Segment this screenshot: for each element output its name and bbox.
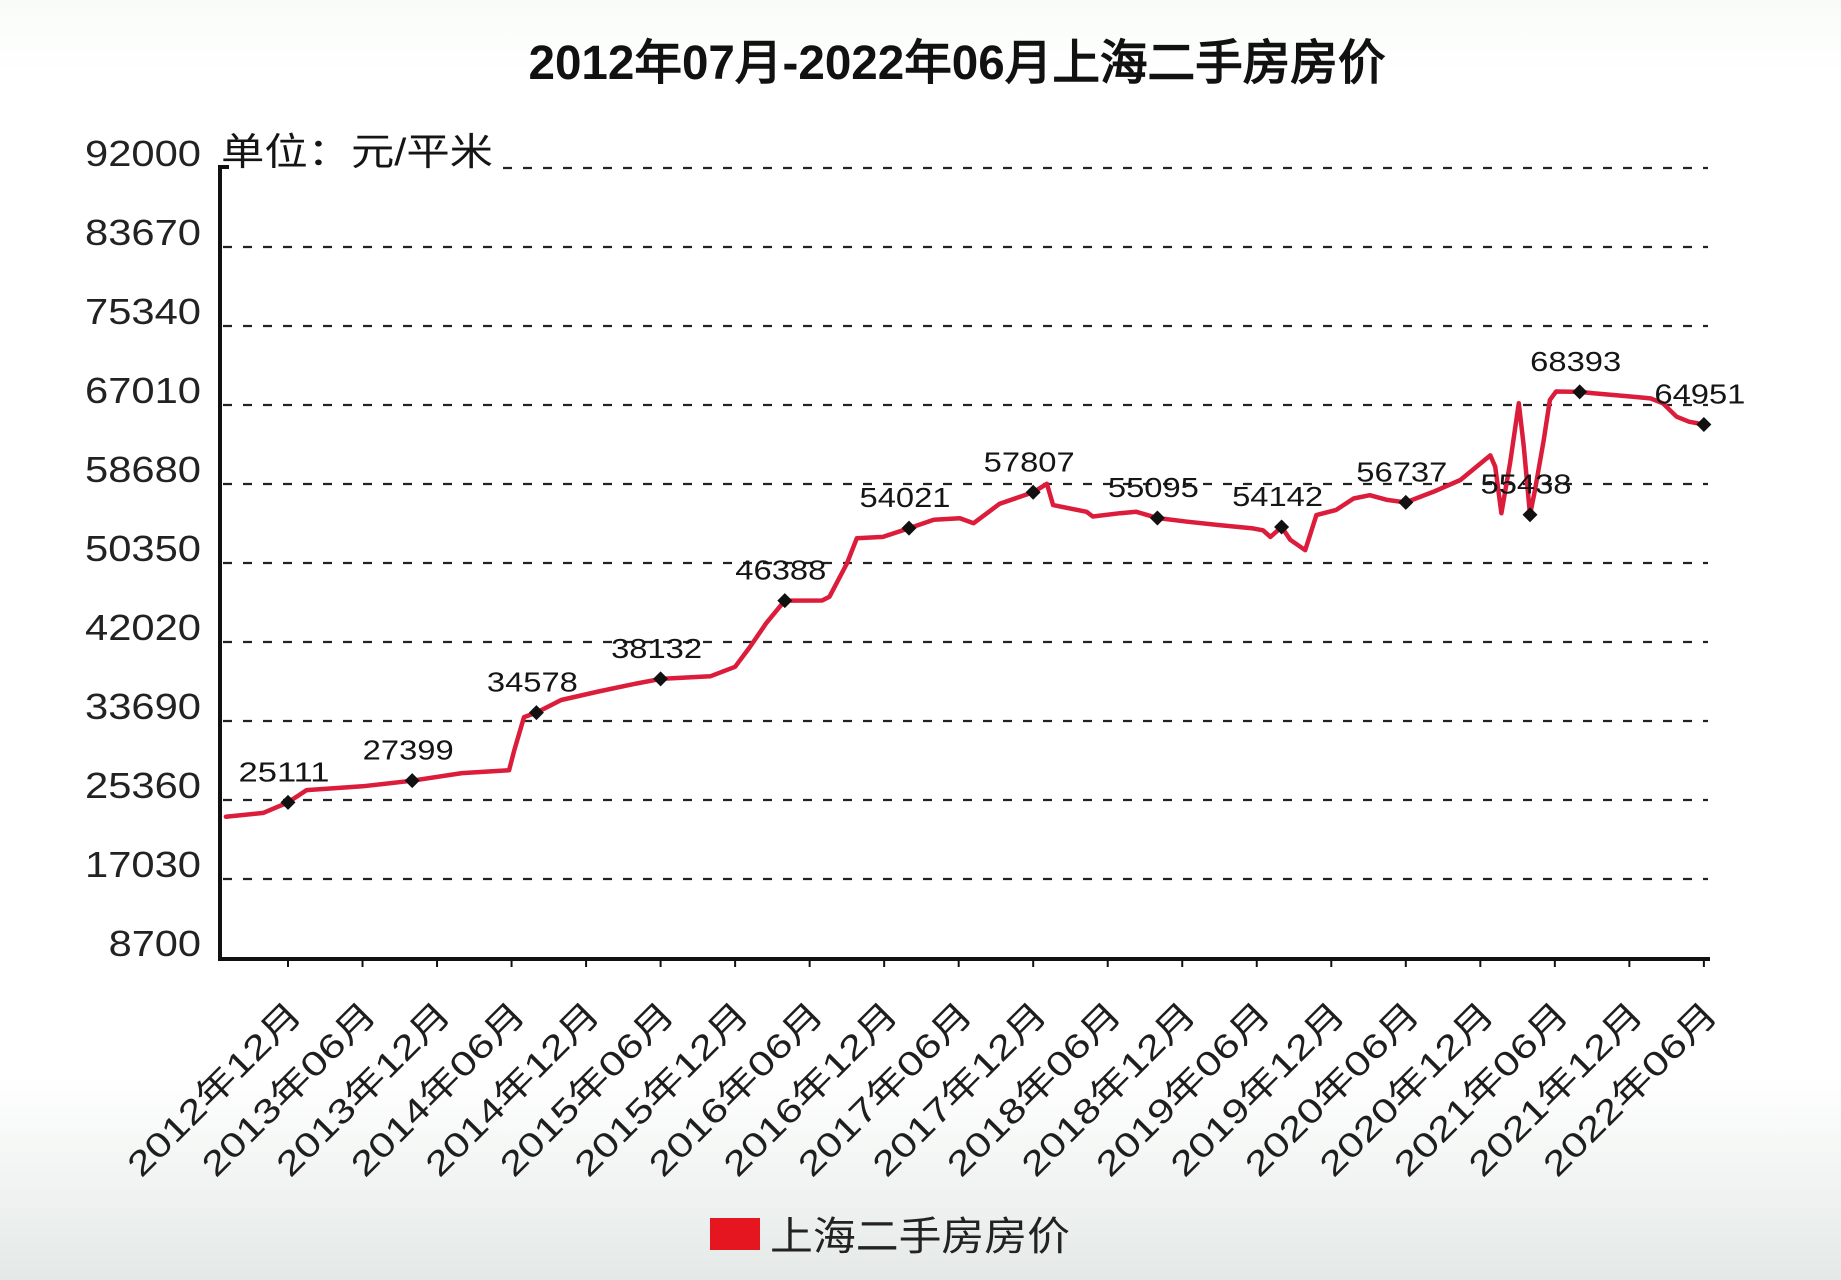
data-point-label: 54021: [860, 482, 951, 513]
y-tick-label: 8700: [109, 923, 201, 964]
legend[interactable]: 上海二手房房价: [710, 1215, 1070, 1259]
data-point-label: 46388: [735, 555, 826, 586]
data-point-marker: [653, 671, 669, 687]
y-tick-label: 33690: [85, 686, 201, 727]
data-point-label: 27399: [363, 735, 454, 766]
y-tick-label: 25360: [85, 765, 201, 806]
x-axis-ticks: [287, 960, 1705, 967]
y-tick-label: 58680: [85, 449, 201, 490]
data-point-label: 68393: [1530, 346, 1621, 377]
x-axis-labels: 2012年12月2013年06月2013年12月2014年06月2014年12月…: [120, 995, 1725, 1185]
data-point-marker: [1696, 417, 1712, 433]
unit-label-background: [223, 128, 499, 172]
y-tick-label: 42020: [85, 607, 201, 648]
data-point-label: 56737: [1356, 456, 1447, 487]
data-point-labels: 25111 27399 34578 38132 46388 54021 57807 55095…: [239, 346, 1746, 788]
data-point-markers: [280, 384, 1712, 810]
y-tick-label: 92000: [85, 133, 201, 174]
y-gridlines: [223, 166, 1708, 881]
y-tick-label: 50350: [85, 528, 201, 569]
chart-title: 2012年07月-2022年06月上海二手房房价: [529, 37, 1386, 90]
y-tick-label: 75340: [85, 291, 201, 332]
legend-swatch: [710, 1218, 760, 1250]
data-point-label: 34578: [487, 667, 578, 698]
data-point-marker: [777, 593, 793, 609]
data-point-marker: [1572, 384, 1588, 400]
data-point-marker: [1522, 507, 1538, 523]
data-point-marker: [901, 520, 917, 536]
data-point-label: 55438: [1481, 469, 1572, 500]
data-point-marker: [1149, 510, 1165, 526]
legend-label: 上海二手房房价: [770, 1215, 1070, 1259]
data-point-marker: [280, 794, 296, 810]
y-tick-label: 17030: [85, 844, 201, 885]
data-point-marker: [404, 773, 420, 789]
data-point-label: 25111: [239, 756, 330, 787]
y-tick-label: 67010: [85, 370, 201, 411]
data-point-marker: [1025, 484, 1041, 500]
data-point-label: 57807: [984, 446, 1075, 477]
data-point-marker: [1274, 519, 1290, 535]
y-axis-unit-label: 单位：元/平米: [221, 132, 493, 174]
data-point-label: 64951: [1654, 379, 1745, 410]
y-tick-label: 83670: [85, 212, 201, 253]
data-point-label: 55095: [1108, 472, 1199, 503]
y-axis-labels: 8700 17030 25360 33690 42020 50350 58680 67010 7…: [85, 133, 201, 964]
data-point-marker: [528, 705, 544, 721]
data-point-label: 54142: [1232, 481, 1323, 512]
data-point-marker: [1398, 494, 1414, 510]
data-point-label: 38132: [611, 633, 702, 664]
